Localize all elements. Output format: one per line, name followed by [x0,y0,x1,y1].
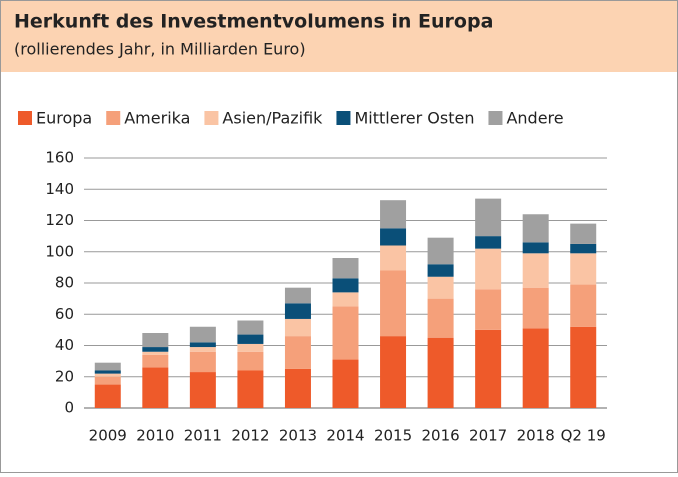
bar-segment [380,228,407,246]
x-tick-label: 2018 [517,427,555,445]
x-tick-label: 2009 [89,427,127,445]
bar-segment [142,347,169,352]
bar-segment [570,253,597,285]
bar-segment [94,384,121,408]
legend-swatch [336,111,351,125]
y-tick-label: 0 [64,399,74,417]
bar-segment [475,236,502,249]
legend-label: Andere [506,109,563,128]
bar-segment [284,318,311,337]
y-tick-label: 80 [55,274,74,292]
legend-label: Mittlerer Osten [354,109,474,128]
bar-segment [332,278,359,293]
bar-segment [522,328,549,408]
y-tick-label: 60 [55,305,74,323]
x-tick-label: 2016 [421,427,459,445]
y-tick-label: 160 [45,149,74,167]
bar-segment [284,303,311,319]
bar-segment [142,354,169,368]
x-tick-label: 2014 [326,427,364,445]
bar-segment [189,342,216,348]
bar-segment [237,334,264,344]
legend-label: Amerika [124,109,190,128]
x-tick-label: 2013 [279,427,317,445]
bar-segment [94,370,121,374]
bar-segment [380,200,407,229]
header [1,1,677,72]
legend-label: Asien/Pazifik [222,109,323,128]
bar-segment [284,368,311,408]
bar-segment [570,243,597,254]
bar-segment [570,326,597,408]
y-tick-label: 120 [45,211,74,229]
bar-segment [94,376,121,385]
bar-segment [142,367,169,408]
bar-segment [427,337,454,408]
legend-swatch [18,111,32,125]
bar-segment [284,287,311,304]
bar-segment [237,351,264,371]
bar-segment [380,336,407,408]
bar-segment [189,326,216,343]
bar-segment [332,306,359,360]
legend-swatch [488,111,503,125]
bar-segment [284,336,311,369]
chart-title: Herkunft des Investmentvolumens in Europ… [14,11,493,33]
bar-segment [475,248,502,290]
bar-segment [94,362,121,371]
bar-segment [522,287,549,329]
x-tick-label: Q2 19 [561,427,606,445]
bar-segment [142,351,169,355]
legend-swatch [106,111,121,125]
bar-segment [332,359,359,408]
legend-label: Europa [36,109,92,128]
bar-segment [142,333,169,348]
bar-segment [237,343,264,352]
bar-segment [380,270,407,337]
bar-segment [332,258,359,279]
bar-segment [427,237,454,265]
bar-segment [237,370,264,408]
bar-segment [475,198,502,237]
y-tick-label: 100 [45,242,74,260]
bar-segment [570,284,597,327]
bar-segment [189,351,216,373]
y-tick-label: 20 [55,367,74,385]
bar-segment [427,276,454,299]
bar-segment [380,245,407,271]
x-tick-label: 2015 [374,427,412,445]
x-tick-label: 2010 [136,427,174,445]
chart-subtitle: (rollierendes Jahr, in Milliarden Euro) [14,40,306,59]
x-tick-label: 2017 [469,427,507,445]
bar-segment [427,298,454,338]
bar-segment [475,329,502,408]
bar-segment [475,289,502,330]
bar-segment [332,292,359,307]
bar-segment [189,372,216,408]
bar-segment [189,347,216,352]
bar-segment [522,253,549,288]
bar-segment [570,223,597,244]
bar-segment [237,320,264,335]
bar-segment [94,373,121,377]
y-tick-label: 140 [45,180,74,198]
x-tick-label: 2012 [231,427,269,445]
y-tick-label: 40 [55,336,74,354]
x-tick-label: 2011 [184,427,222,445]
bar-segment [427,264,454,277]
bar-segment [522,242,549,254]
bar-segment [522,214,549,243]
legend-swatch [204,111,219,125]
